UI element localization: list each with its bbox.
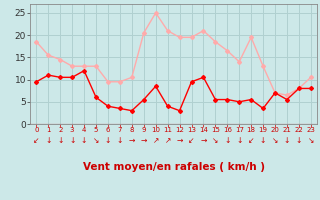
Text: →: →: [140, 136, 147, 145]
Text: ↙: ↙: [248, 136, 254, 145]
Text: ↘: ↘: [308, 136, 314, 145]
Text: ↓: ↓: [105, 136, 111, 145]
Text: Vent moyen/en rafales ( km/h ): Vent moyen/en rafales ( km/h ): [83, 162, 265, 172]
Text: ↘: ↘: [93, 136, 99, 145]
Text: ↙: ↙: [33, 136, 40, 145]
Text: ↓: ↓: [45, 136, 52, 145]
Text: ↘: ↘: [272, 136, 278, 145]
Text: ↓: ↓: [260, 136, 266, 145]
Text: ↓: ↓: [284, 136, 290, 145]
Text: →: →: [200, 136, 207, 145]
Text: ↓: ↓: [117, 136, 123, 145]
Text: →: →: [129, 136, 135, 145]
Text: ↓: ↓: [57, 136, 63, 145]
Text: ↗: ↗: [164, 136, 171, 145]
Text: ↓: ↓: [81, 136, 87, 145]
Text: ↗: ↗: [153, 136, 159, 145]
Text: ↓: ↓: [296, 136, 302, 145]
Text: →: →: [176, 136, 183, 145]
Text: ↘: ↘: [212, 136, 219, 145]
Text: ↓: ↓: [224, 136, 230, 145]
Text: ↓: ↓: [69, 136, 75, 145]
Text: ↓: ↓: [236, 136, 243, 145]
Text: ↙: ↙: [188, 136, 195, 145]
